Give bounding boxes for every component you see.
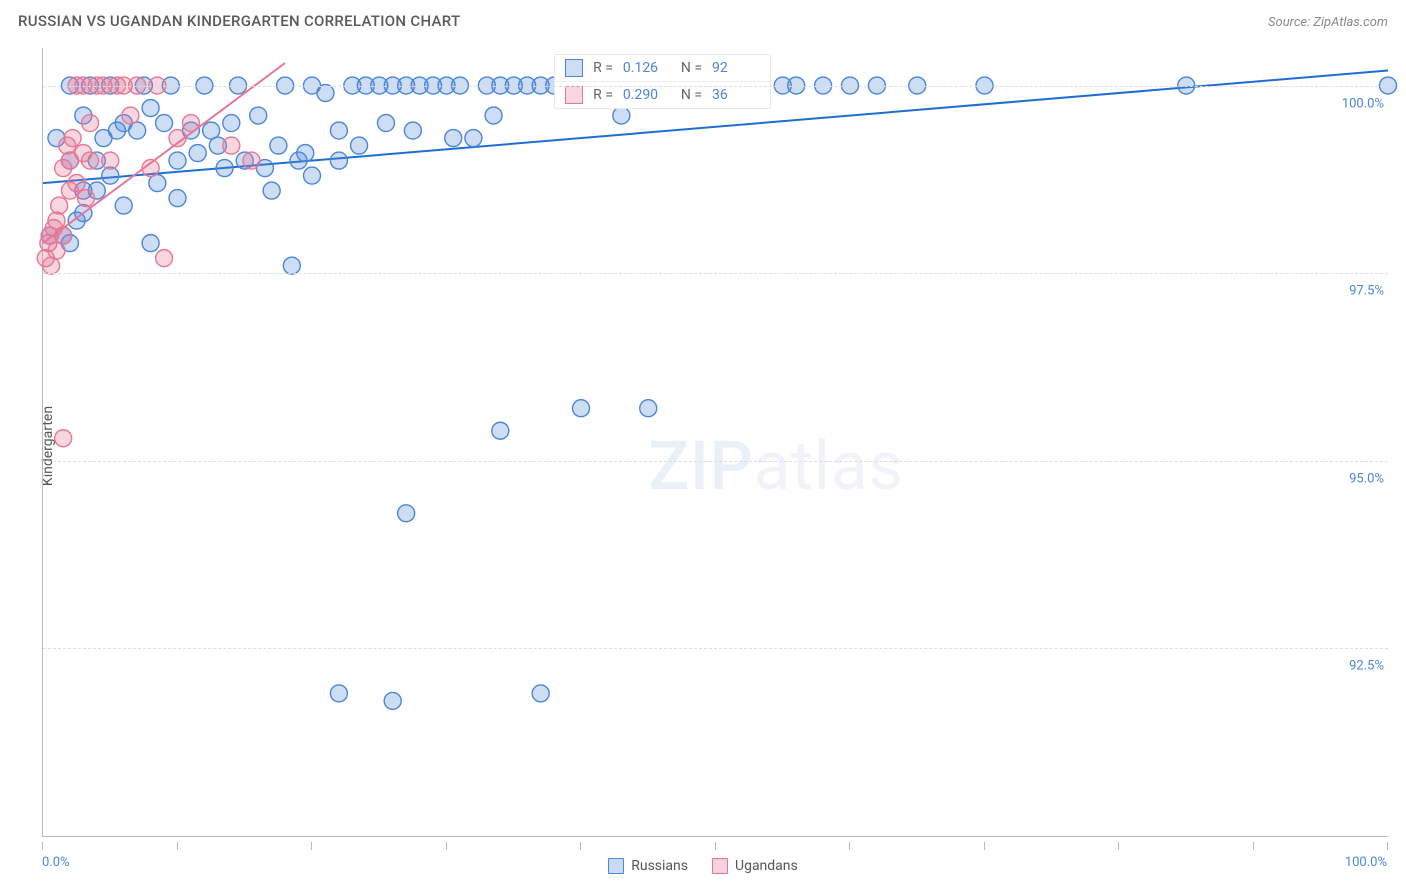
data-point [492,422,509,439]
data-point [223,115,240,132]
scatter-svg [43,48,1388,836]
legend-swatch [712,858,728,874]
data-point [263,182,280,199]
data-point [169,152,186,169]
data-point [243,152,260,169]
source-label: Source: ZipAtlas.com [1268,15,1388,30]
data-point [216,160,233,177]
data-point [330,122,347,139]
data-point [330,685,347,702]
data-point [182,115,199,132]
x-axis-ticks: 0.0%100.0% [42,842,1388,854]
data-point [142,160,159,177]
data-point [377,115,394,132]
data-point [142,100,159,117]
stat-n-value: 92 [712,60,760,76]
data-point [398,505,415,522]
legend-label: Ugandans [735,858,798,874]
gridline [43,648,1388,649]
plot-area: ZIPatlas R =0.126N =92R =0.290N =36 92.5… [42,48,1388,837]
gridline [43,461,1388,462]
data-point [573,400,590,417]
data-point [156,250,173,267]
data-point [169,190,186,207]
data-point [283,257,300,274]
data-point [156,115,173,132]
data-point [330,152,347,169]
data-point [68,175,85,192]
data-point [82,115,99,132]
data-point [317,85,334,102]
y-tick-label: 92.5% [1349,659,1384,674]
legend-item: Russians [608,858,688,874]
data-point [250,107,267,124]
legend-label: Russians [631,858,688,874]
data-point [384,692,401,709]
legend-swatch [565,86,583,104]
stat-n-label: N = [681,87,702,103]
stats-row: R = 0.126 N = 92 [555,55,770,82]
data-point [404,122,421,139]
data-point [115,197,132,214]
data-point [78,190,95,207]
y-tick-label: 100.0% [1342,96,1384,111]
data-point [465,130,482,147]
data-point [351,137,368,154]
legend-swatch [565,59,583,77]
data-point [532,685,549,702]
data-point [64,130,81,147]
stat-r-label: R = [593,87,613,103]
data-point [297,145,314,162]
stat-r-value: 0.126 [623,60,671,76]
data-point [169,130,186,147]
stat-r-value: 0.290 [623,87,671,103]
y-tick-label: 97.5% [1349,284,1384,299]
data-point [640,400,657,417]
stat-r-label: R = [593,60,613,76]
data-point [51,197,68,214]
chart-title: RUSSIAN VS UGANDAN KINDERGARTEN CORRELAT… [18,12,460,30]
legend-bottom: Russians Ugandans [0,858,1406,874]
data-point [82,152,99,169]
gridline [43,273,1388,274]
stat-n-value: 36 [712,87,760,103]
data-point [102,152,119,169]
data-point [445,130,462,147]
legend-swatch [608,858,624,874]
stat-n-label: N = [681,60,702,76]
data-point [55,430,72,447]
data-point [485,107,502,124]
data-point [189,145,206,162]
y-tick-label: 95.0% [1349,471,1384,486]
data-point [122,107,139,124]
stats-legend-box: R = 0.126 N = 92 R = 0.290 N = 36 [554,54,771,109]
data-point [55,227,72,244]
legend-item: Ugandans [712,858,798,874]
data-point [142,235,159,252]
data-point [223,137,240,154]
data-point [304,167,321,184]
data-point [270,137,287,154]
data-point [613,107,630,124]
gridline [43,86,1388,87]
